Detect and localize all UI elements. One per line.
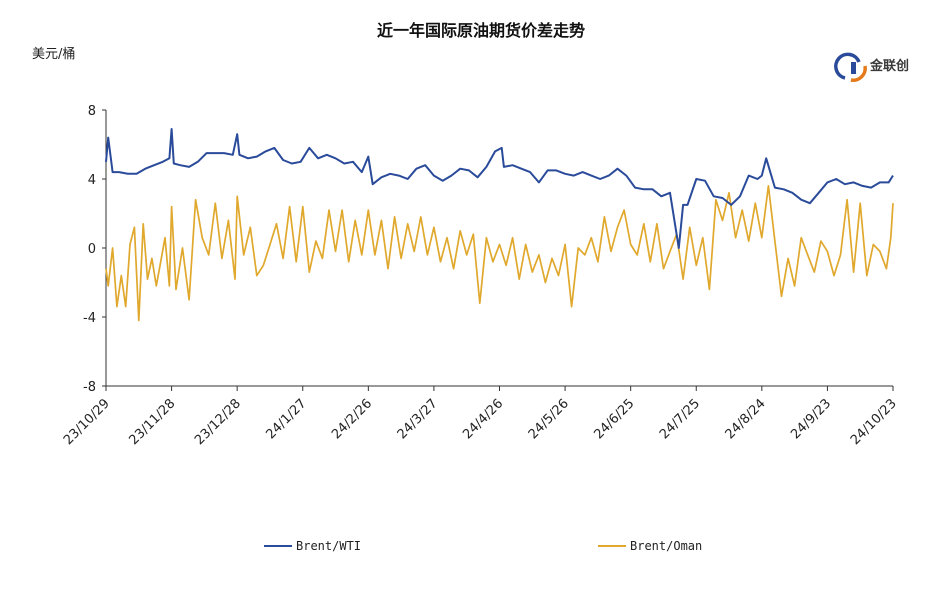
- legend-label-brent-oman: Brent/Oman: [630, 539, 702, 553]
- x-tick-label: 24/4/26: [460, 396, 506, 442]
- x-tick-label: 23/10/29: [61, 396, 113, 448]
- y-tick-label: -4: [83, 311, 96, 326]
- series-line-brent-wti: [105, 128, 894, 249]
- legend-label-brent-wti: Brent/WTI: [296, 539, 361, 553]
- logo-mark-icon: [834, 52, 867, 82]
- x-tick-label: 24/2/26: [329, 396, 375, 442]
- x-tick-label: 24/5/26: [526, 396, 572, 442]
- brand-logo: 金联创: [834, 52, 909, 82]
- x-tick-label: 23/12/28: [192, 396, 244, 448]
- x-tick-label: 24/8/24: [723, 396, 769, 442]
- y-tick-label: 0: [88, 242, 96, 257]
- x-tick-label: 24/6/25: [591, 396, 637, 442]
- series-line-brent-oman: [105, 185, 894, 322]
- chart-title: 近一年国际原油期货价差走势: [377, 21, 585, 40]
- logo-text: 金联创: [869, 58, 909, 74]
- y-ticks: 8 4 0 -4 -8: [83, 104, 106, 395]
- x-tick-label: 24/7/25: [657, 396, 703, 442]
- x-ticks: 23/10/29 23/11/28 23/12/28 24/1/27 24/2/26 24…: [61, 386, 900, 448]
- y-tick-label: -8: [83, 380, 96, 395]
- x-tick-label: 24/1/27: [264, 396, 310, 442]
- series-lines: [105, 128, 894, 322]
- legend: Brent/WTI Brent/Oman: [264, 539, 702, 553]
- x-tick-label: 24/10/23: [848, 396, 900, 448]
- y-tick-label: 8: [88, 104, 96, 119]
- y-tick-label: 4: [88, 173, 96, 188]
- y-axis-label: 美元/桶: [32, 47, 75, 62]
- x-tick-label: 24/9/23: [788, 396, 834, 442]
- x-tick-label: 23/11/28: [127, 396, 179, 448]
- x-tick-label: 24/3/27: [395, 396, 441, 442]
